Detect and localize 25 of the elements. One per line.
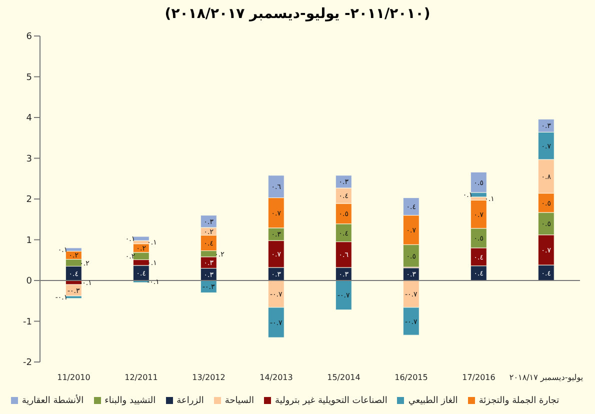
y-tick-label: 4 [26, 114, 32, 124]
x-tick-label: 11/2010 [57, 373, 90, 382]
x-tick-label: 12/2011 [124, 373, 158, 382]
x-tick-label: 13/2012 [192, 373, 226, 382]
y-tick-label: -1 [23, 317, 32, 328]
x-tick-label: 16/2015 [394, 373, 428, 382]
legend-label: الزراعة [176, 396, 204, 406]
x-tick-label: 17/2016 [462, 373, 496, 382]
legend-label: الغاز الطبيعي [408, 396, 458, 406]
y-tick-label: 5 [26, 72, 32, 83]
x-tick-label: 15/2014 [327, 373, 360, 382]
y-tick-label: 6 [26, 32, 32, 42]
y-tick-label: -2 [23, 358, 32, 368]
legend-label: التشييد والبناء [104, 396, 156, 406]
legend-label: تجارة الجملة والتجزئة [478, 396, 560, 406]
legend-label: السياحة [224, 396, 254, 406]
legend-label: الصناعات التحويلية غير بترولية [275, 396, 388, 406]
y-tick-label: 2 [26, 195, 32, 206]
chart-title: (٢٠١١/٢٠١٠- يوليو-ديسمبر ٢٠١٨/٢٠١٧) [164, 5, 432, 24]
legend-label: الأنشطة العقارية [22, 396, 84, 406]
y-tick-label: 3 [26, 154, 32, 164]
x-tick-label: 14/2013 [260, 373, 293, 382]
y-tick-label: 0 [26, 276, 32, 287]
y-tick-label: 1 [26, 236, 32, 246]
x-tick-label: يوليو-ديسمبر ٢٠١٨/١٧ [509, 373, 584, 382]
